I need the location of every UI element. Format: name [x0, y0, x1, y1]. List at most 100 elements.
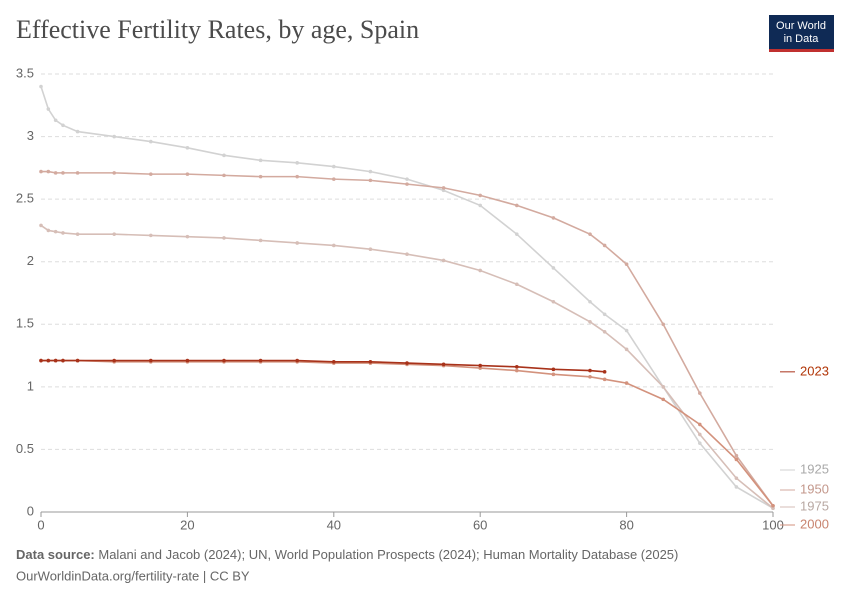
- point: [53, 229, 58, 234]
- point: [405, 361, 409, 365]
- point: [222, 153, 226, 158]
- point: [405, 177, 409, 181]
- point: [405, 252, 409, 257]
- series-line: [40, 224, 774, 509]
- point: [441, 186, 446, 190]
- point: [39, 358, 43, 363]
- point: [295, 161, 300, 165]
- x-tick-label: 20: [180, 517, 194, 532]
- point: [368, 360, 373, 364]
- point: [698, 432, 702, 437]
- legend-label: 2023: [800, 363, 829, 378]
- point: [75, 171, 80, 175]
- point: [258, 158, 263, 163]
- point: [368, 178, 373, 183]
- point: [46, 169, 51, 174]
- y-tick-label: 0: [27, 503, 34, 518]
- point: [332, 360, 336, 364]
- point: [258, 238, 263, 243]
- point: [368, 169, 373, 174]
- y-tick-label: 0.5: [16, 441, 34, 456]
- point: [75, 358, 80, 363]
- point: [551, 372, 556, 377]
- point: [551, 266, 556, 270]
- logo-text: Our World: [776, 20, 826, 32]
- point: [61, 231, 65, 235]
- point: [734, 457, 739, 462]
- point: [624, 381, 629, 385]
- point: [478, 268, 483, 273]
- point: [551, 216, 556, 220]
- point: [112, 134, 116, 139]
- point: [332, 177, 336, 181]
- point: [478, 366, 483, 370]
- point: [602, 329, 607, 334]
- point: [185, 172, 190, 176]
- point: [405, 182, 409, 186]
- series-line: [41, 359, 605, 373]
- point: [222, 236, 226, 240]
- source-label: Data source:: [16, 547, 95, 562]
- point: [441, 258, 446, 263]
- point: [515, 203, 519, 208]
- point: [222, 358, 226, 363]
- x-tick-label: 60: [473, 517, 487, 532]
- point: [441, 188, 446, 193]
- point: [624, 347, 629, 352]
- point: [295, 174, 300, 179]
- point: [771, 506, 775, 511]
- y-tick-label: 2.5: [16, 191, 34, 206]
- point: [734, 476, 739, 481]
- chart-title: Effective Fertility Rates, by age, Spain: [16, 15, 419, 44]
- point: [185, 358, 190, 363]
- point: [624, 262, 629, 267]
- point: [149, 139, 153, 144]
- point: [53, 358, 58, 363]
- logo-text: in Data: [784, 33, 820, 45]
- point: [515, 232, 519, 236]
- point: [61, 123, 65, 128]
- point: [332, 164, 336, 169]
- point: [332, 243, 336, 248]
- series-line: [41, 359, 774, 507]
- series-line: [41, 170, 774, 507]
- x-tick-label: 40: [327, 517, 341, 532]
- point: [149, 172, 153, 176]
- point: [46, 107, 51, 111]
- point: [149, 358, 153, 363]
- legend-label: 1925: [800, 461, 829, 476]
- point: [661, 322, 665, 327]
- point: [258, 174, 263, 179]
- point: [478, 193, 483, 198]
- logo-box: [769, 15, 834, 49]
- x-tick-label: 0: [37, 517, 44, 532]
- y-tick-label: 2: [27, 253, 34, 268]
- point: [368, 247, 373, 251]
- point: [588, 319, 592, 324]
- point: [39, 84, 43, 89]
- point: [515, 368, 519, 373]
- legend-label: 2000: [800, 516, 829, 531]
- point: [771, 503, 775, 508]
- point: [112, 232, 116, 236]
- point: [478, 203, 483, 208]
- source: Malani and Jacob (2024); UN, World Popul…: [98, 547, 678, 562]
- point: [39, 169, 43, 174]
- point: [661, 385, 665, 389]
- logo-underline: [769, 49, 834, 52]
- point: [698, 391, 702, 395]
- point: [624, 328, 629, 333]
- point: [185, 234, 190, 239]
- point: [112, 171, 116, 175]
- point: [53, 171, 58, 175]
- x-tick-label: 100: [762, 517, 784, 532]
- point: [185, 146, 190, 150]
- footer: OurWorldinData.org/fertility-rate | CC B…: [16, 568, 250, 583]
- point: [661, 397, 665, 402]
- y-tick-label: 3: [27, 128, 34, 143]
- point: [222, 173, 226, 178]
- point: [698, 422, 702, 427]
- point: [588, 232, 592, 236]
- y-tick-label: 1.5: [16, 316, 34, 331]
